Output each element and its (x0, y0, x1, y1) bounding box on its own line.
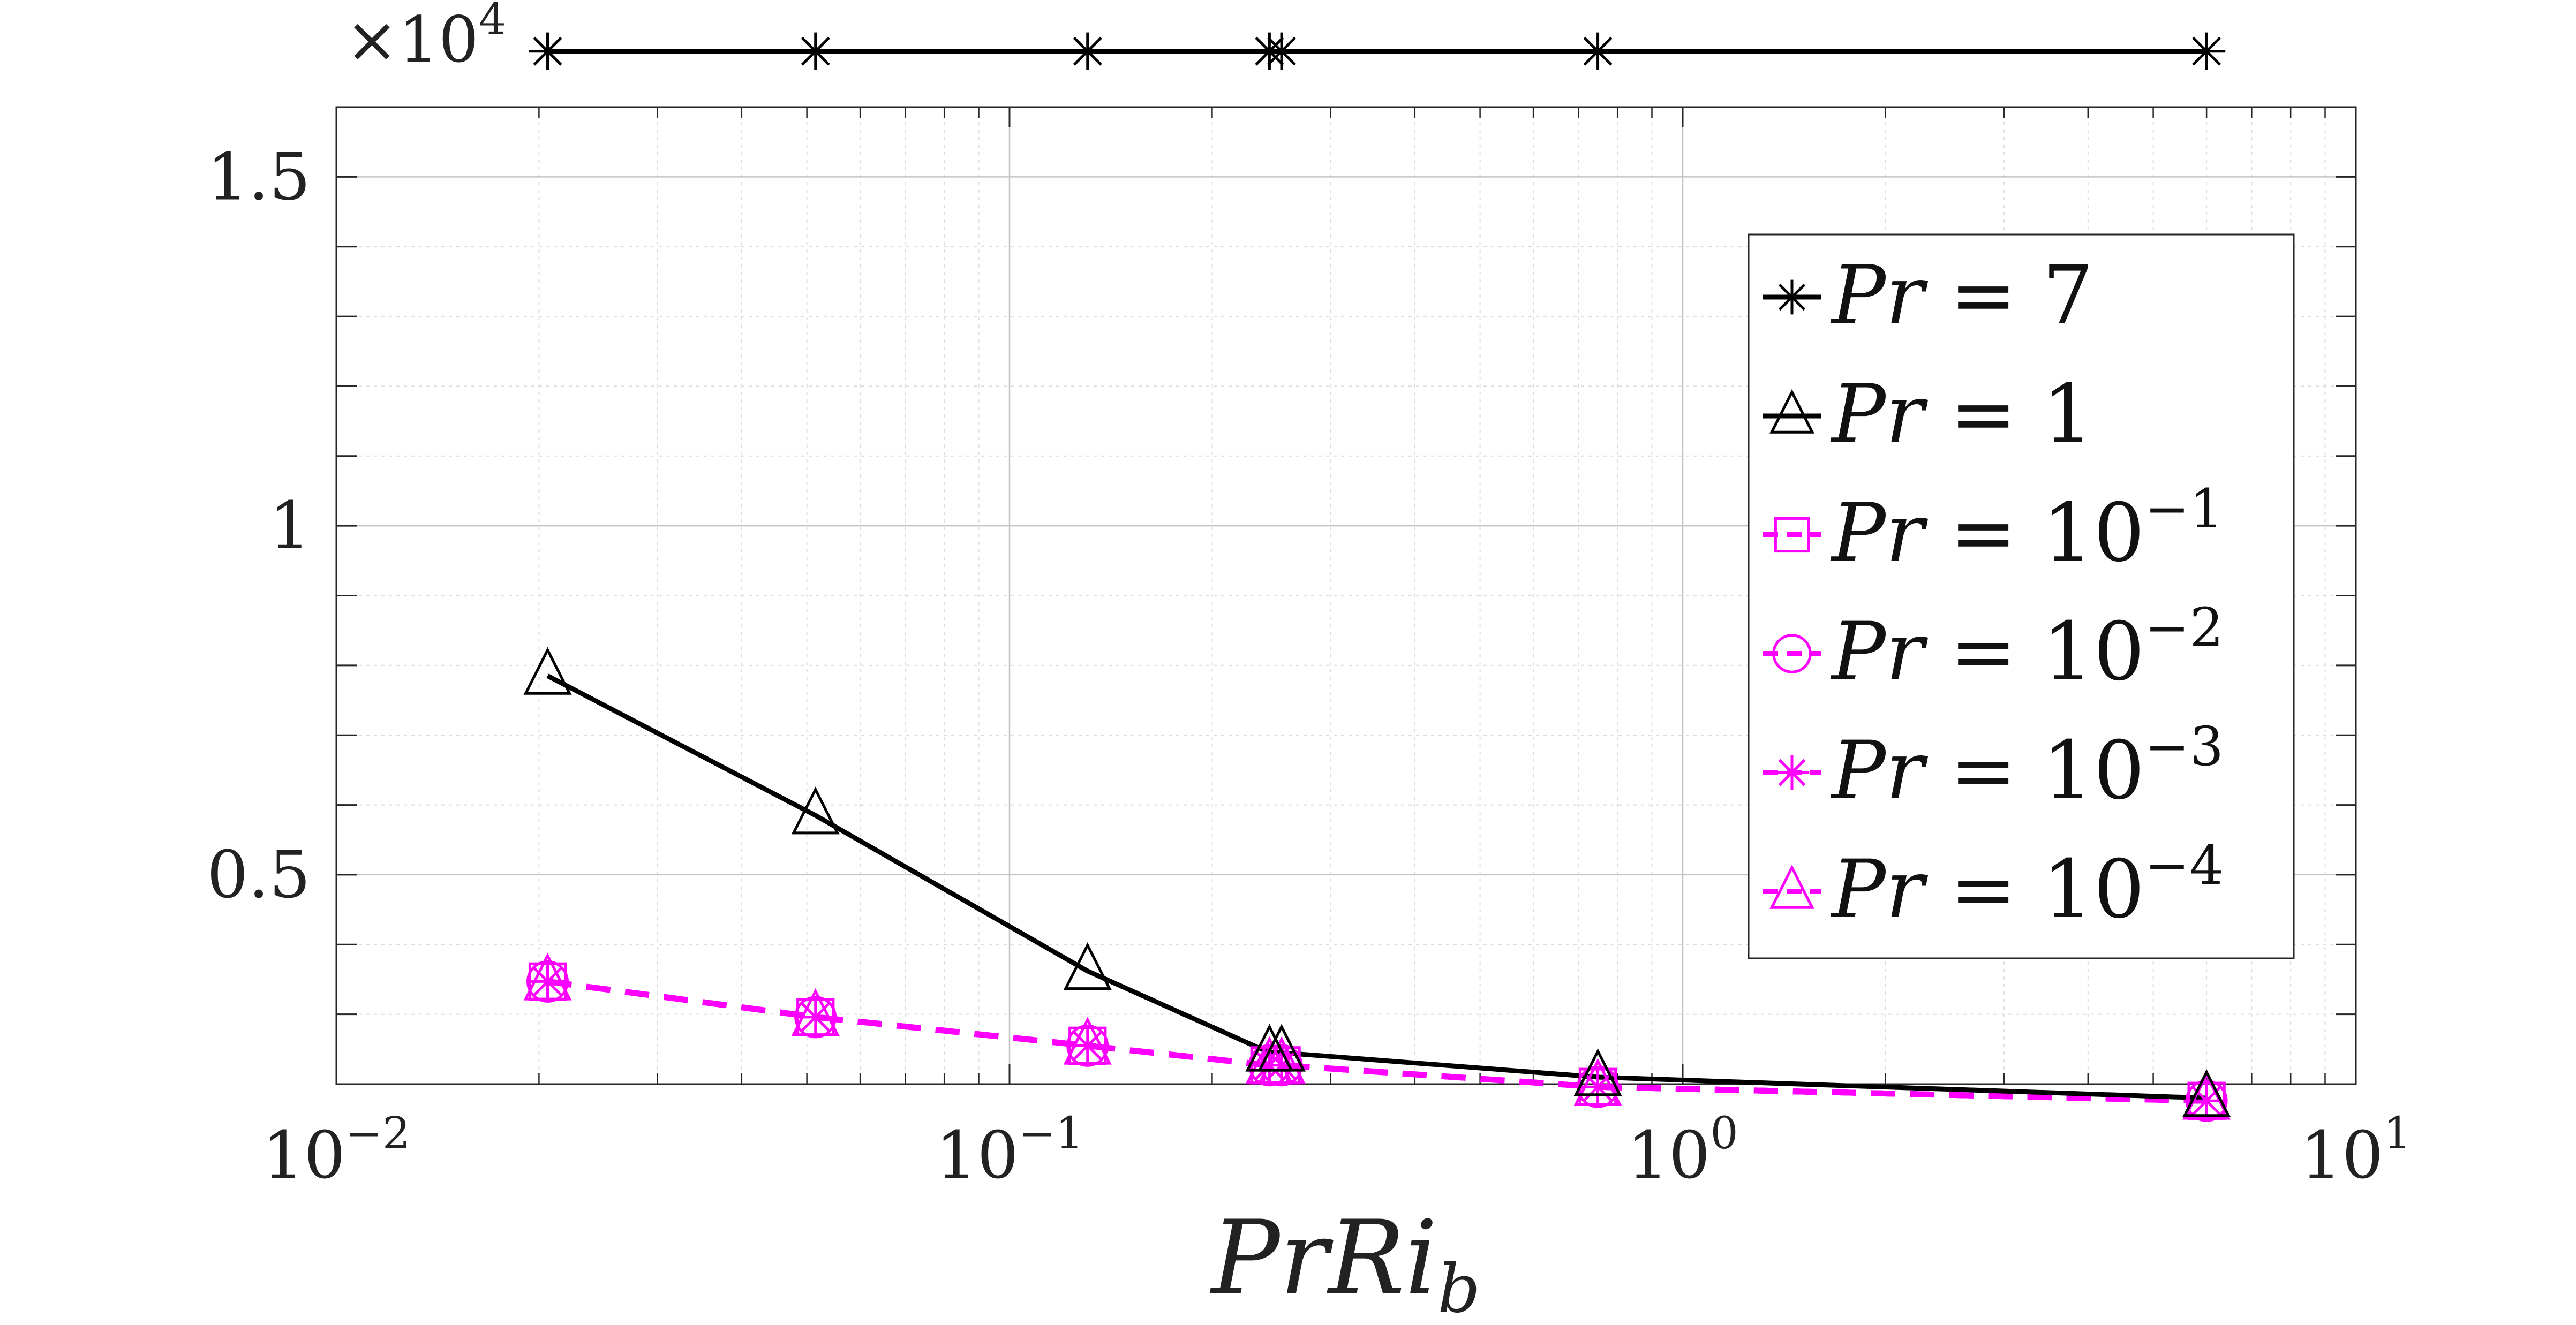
data-point-marker (796, 32, 834, 70)
data-point-marker (1579, 32, 1617, 70)
data-point-marker (1573, 1058, 1622, 1106)
data-point-marker (1068, 32, 1106, 70)
data-point-marker (1063, 1017, 1112, 1065)
data-point-marker (791, 786, 840, 835)
legend-box (1748, 233, 2295, 959)
y-tick-label: 1 (269, 488, 311, 564)
data-point-marker (1257, 1036, 1306, 1085)
legend-marker (1774, 279, 1810, 315)
x-tick-label: 100 (1627, 1108, 1738, 1193)
data-point-marker (1068, 1027, 1106, 1065)
data-point-marker (2188, 1082, 2226, 1120)
data-point-marker (796, 998, 834, 1036)
x-tick-label: 101 (2300, 1108, 2411, 1193)
legend-marker (1774, 517, 1810, 553)
data-point-marker (1573, 1048, 1622, 1096)
legend-marker (1774, 755, 1810, 790)
axis-ticks: 10−2 10−1 100 101 0.5 1 1.5 (207, 106, 2412, 1193)
x-tick-label: 10−2 (262, 1108, 410, 1193)
legend-marker (1772, 634, 1812, 673)
data-point-marker (1063, 942, 1112, 990)
legend-label: Pr = 10−1 (1830, 478, 2224, 580)
legend-label: Pr = 10−2 (1830, 596, 2224, 699)
legend-label: Pr = 7 (1830, 249, 2093, 342)
y-multiplier-label: ×104 (345, 0, 506, 77)
data-point-marker (529, 963, 567, 1001)
data-point-marker (1262, 32, 1301, 70)
data-point-marker (2188, 32, 2226, 70)
data-point-marker (1257, 1024, 1306, 1072)
y-tick-label: 1.5 (207, 139, 311, 215)
data-point-marker (2185, 1079, 2228, 1122)
legend-label: Pr = 1 (1830, 368, 2093, 461)
x-tick-label: 10−1 (936, 1108, 1083, 1193)
legend-label: Pr = 10−3 (1830, 715, 2224, 817)
legend: Pr = 7 Pr = 1 Pr = 10−1 Pr = 10−2 Pr = 10−3 P… (1748, 233, 2295, 959)
data-point-marker (791, 988, 840, 1036)
data-point-marker (526, 960, 569, 1003)
x-axis-label: PrRib (1210, 1199, 1481, 1325)
data-point-marker (523, 952, 572, 1001)
data-point-marker (2182, 1069, 2231, 1117)
y-tick-label: 0.5 (207, 837, 311, 913)
data-point-marker (794, 996, 837, 1039)
legend-marker (1769, 864, 1814, 909)
data-point-marker (1577, 1065, 1620, 1108)
data-point-marker (1579, 1068, 1617, 1106)
data-point-marker (523, 647, 572, 695)
legend-marker (1769, 389, 1814, 434)
data-point-marker (529, 32, 567, 70)
data-point-marker (1066, 1024, 1109, 1067)
series-markers (523, 32, 2231, 1122)
legend-label: Pr = 10−4 (1830, 834, 2224, 936)
